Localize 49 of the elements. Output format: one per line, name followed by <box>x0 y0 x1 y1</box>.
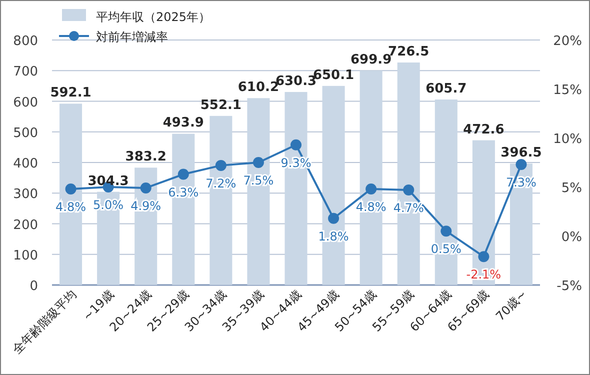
y-tick-label: 600 <box>13 95 38 110</box>
y-tick-label: 500 <box>13 126 38 141</box>
y-tick-label: 0 <box>30 279 38 294</box>
x-tick-label: 70歳~ <box>493 287 530 324</box>
point <box>516 158 527 170</box>
data-label: 4.8% <box>356 200 386 214</box>
data-label: 1.8% <box>318 229 349 244</box>
point <box>478 251 490 262</box>
legend-label: 平均年収（2025年） <box>96 10 211 24</box>
point <box>290 139 302 150</box>
y2-tick-label: 10% <box>553 132 582 147</box>
y2-tick-label: 15% <box>553 83 582 98</box>
data-label: 383.2 <box>125 150 166 165</box>
data-label: 472.6 <box>463 122 504 138</box>
point <box>178 168 189 180</box>
data-label: 0.5% <box>430 242 462 256</box>
y-tick-label: 700 <box>13 64 38 80</box>
point <box>328 212 340 224</box>
data-label: 7.5% <box>243 174 274 188</box>
data-label: 592.1 <box>50 86 92 101</box>
y2-tick-label: 5% <box>561 181 582 196</box>
y2-tick-label: 20% <box>553 34 582 49</box>
data-label: 7.2% <box>206 176 236 190</box>
data-label: 304.3 <box>88 174 129 189</box>
data-label: 6.3% <box>168 185 199 200</box>
data-label: 5.0% <box>93 198 124 212</box>
data-label: 4.7% <box>393 200 424 215</box>
data-label: 552.1 <box>200 98 242 113</box>
data-label: 493.9 <box>162 116 204 131</box>
point <box>403 184 414 196</box>
point <box>366 183 377 194</box>
y-tick-label: 400 <box>13 156 38 172</box>
data-label: 605.7 <box>426 82 467 97</box>
legend-label: 対前年増減率 <box>96 30 168 44</box>
point <box>140 182 152 194</box>
y2-tick-label: -5% <box>556 279 582 294</box>
data-label: 4.9% <box>130 198 162 213</box>
y-tick-label: 100 <box>13 248 38 264</box>
point <box>440 226 452 237</box>
data-label: 396.5 <box>500 146 542 161</box>
point <box>252 157 264 168</box>
data-label: 4.8% <box>56 200 86 214</box>
data-label: -2.1% <box>466 268 502 282</box>
point <box>215 160 226 171</box>
y-tick-label: 300 <box>13 187 38 202</box>
y-tick-label: 200 <box>13 218 38 233</box>
y2-tick-label: 0% <box>561 230 582 245</box>
point <box>65 183 76 194</box>
y-tick-label: 800 <box>13 34 38 49</box>
